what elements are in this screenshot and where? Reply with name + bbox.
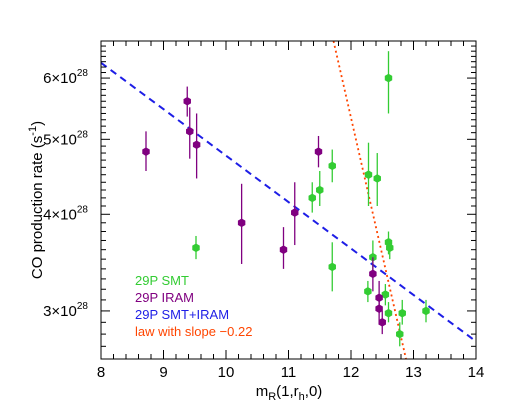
data-point-smt: [386, 243, 394, 253]
data-point-smt: [398, 308, 406, 318]
y-tick-label: 3×1028: [43, 301, 88, 320]
x-tick-label: 11: [281, 364, 297, 381]
data-point-smt: [396, 329, 404, 339]
axis-tick-labels: 8 9 10 11 12 13 14 3×1028 4×1028 5×1028 6×1028: [43, 68, 484, 381]
data-point-smt: [192, 243, 200, 253]
data-point-smt: [328, 161, 336, 171]
data-point-iram: [237, 218, 246, 228]
y-tick-label: 5×1028: [43, 129, 88, 148]
data-point-smt: [308, 193, 316, 203]
legend-entry-smt: 29P SMT: [135, 273, 189, 288]
y-tick-label: 4×1028: [43, 204, 88, 223]
data-point-smt: [316, 185, 324, 195]
x-tick-label: 10: [218, 364, 235, 381]
data-point-smt: [422, 306, 430, 316]
y-tick-label: 6×1028: [43, 68, 88, 87]
data-point-iram: [279, 245, 288, 254]
data-point-iram: [183, 96, 191, 106]
data-point-smt: [373, 174, 381, 183]
data-point-iram: [142, 147, 150, 156]
data-point-smt: [384, 73, 393, 83]
data-point-smt: [364, 287, 372, 296]
data-point-smt: [364, 170, 373, 180]
legend-entry-combined: 29P SMT+IRAM: [135, 307, 229, 322]
data-point-iram: [314, 147, 323, 156]
x-tick-label: 14: [468, 364, 485, 381]
data-point-smt: [384, 308, 393, 318]
data-point-iram: [369, 269, 377, 279]
y-axis-label: CO production rate (s-1): [27, 121, 46, 279]
axis-ticks: [100, 40, 477, 360]
x-axis-label: mR(1,rh,0): [256, 383, 323, 403]
data-point-iram: [186, 127, 194, 136]
data-point-iram: [378, 318, 386, 327]
fit-line-combined: [101, 61, 476, 343]
x-tick-label: 12: [343, 364, 360, 381]
data-point-smt: [381, 290, 390, 299]
fit-lines: [101, 41, 476, 359]
data-point-smt: [328, 262, 336, 272]
data-point-iram: [192, 140, 201, 150]
legend-entry-law: law with slope −0.22: [135, 324, 252, 339]
x-tick-label: 9: [159, 364, 167, 381]
x-tick-label: 8: [97, 364, 105, 381]
data-point-iram: [375, 304, 383, 313]
data-points: [142, 51, 430, 347]
fit-line-law: [332, 41, 407, 359]
x-tick-label: 13: [405, 364, 422, 381]
legend-entry-iram: 29P IRAM: [135, 290, 194, 305]
data-point-iram: [291, 208, 299, 217]
legend: 29P SMT 29P IRAM 29P SMT+IRAM law with s…: [135, 273, 252, 339]
